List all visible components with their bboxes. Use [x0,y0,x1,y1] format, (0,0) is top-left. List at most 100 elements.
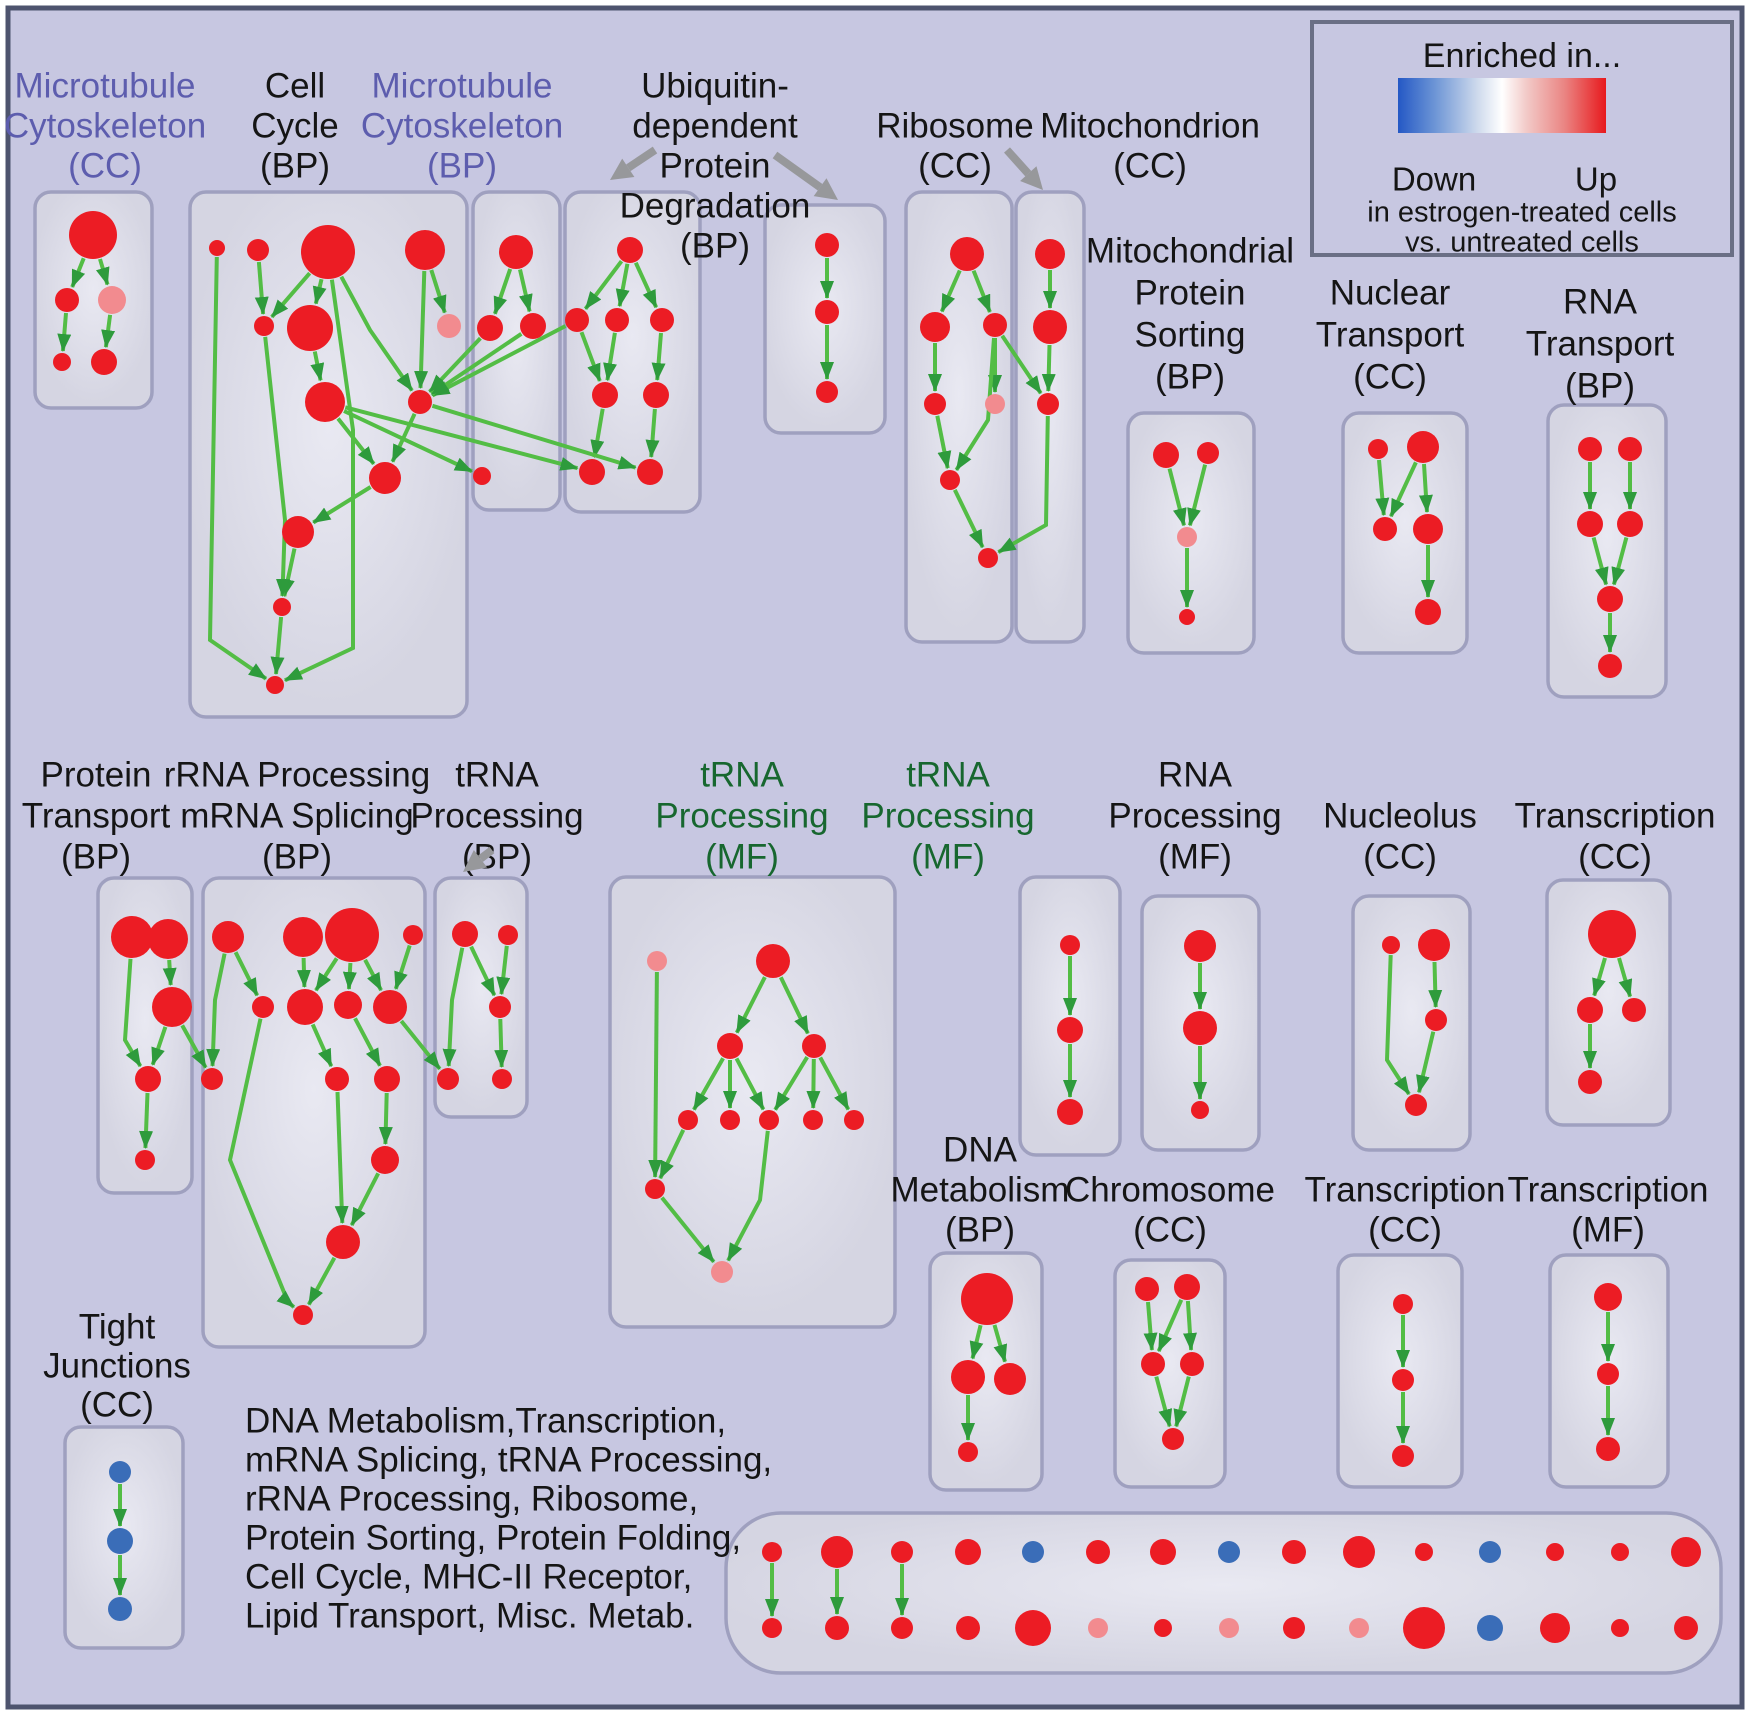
edge-s1-s3 [1167,468,1187,527]
edge-w1-wl [648,971,663,1178]
node-c4 [405,230,445,270]
cluster-label-line: Processing [410,796,583,835]
node-h1 [1135,1277,1159,1301]
node-mb11 [1403,1607,1445,1649]
edge-c2-c5 [254,261,269,315]
edge-c3-c13 [283,279,355,683]
node-mb13 [1540,1613,1570,1643]
node-g3 [325,908,379,962]
node-tc2 [1577,997,1603,1023]
node-w4 [802,1034,826,1058]
node-k2 [1597,1363,1619,1385]
edge-t1-t4 [442,947,465,1067]
node-v1 [815,233,839,257]
legend-gradient-bar [1398,78,1606,133]
edge-c10-c11 [312,485,372,525]
node-s4 [1179,609,1195,625]
edge-c4-c9 [414,270,429,389]
cluster-label-line: Cytoskeleton [4,106,206,145]
cluster-box-nuc_transport [1341,411,1469,655]
node-r7 [978,548,998,568]
node-c9 [408,390,432,414]
node-mt4 [955,1539,981,1565]
edge-mtcc1-mtcc3 [96,258,110,286]
legend-title: Enriched in... [1423,37,1621,75]
node-wl [645,1179,665,1199]
cluster-label-line: (BP) [945,1210,1015,1249]
edge-c8-mb_d [343,409,473,474]
node-r4 [924,393,946,415]
node-gbot [293,1305,313,1325]
edge-c8-u7 [344,405,579,471]
node-mb12 [1477,1615,1503,1641]
edge-r1-r3 [971,269,992,313]
cluster-box-trna_mf2 [1018,875,1122,1157]
cluster-label-line: Nucleolus [1323,796,1477,835]
node-n4 [1413,514,1443,544]
edge-r6-r7 [953,489,985,549]
cluster-label-line: Nuclear [1330,273,1451,312]
node-mb_a [499,235,533,269]
node-gl1 [325,1067,349,1091]
edge-c6-c8 [310,351,325,382]
node-x1 [1184,930,1216,962]
edge-g4-gm4 [393,944,412,990]
cluster-label-line: (BP) [427,146,497,185]
node-p1 [111,916,153,958]
node-mb6 [1088,1618,1108,1638]
node-wb5 [844,1110,864,1130]
cluster-label-line: Cell [265,66,325,105]
node-mt8 [1218,1541,1240,1563]
edge-c1-c13 [207,256,268,681]
edge-c3-c9 [339,275,414,392]
node-c1 [209,240,225,256]
node-c8 [305,382,345,422]
cluster-label-transcription_cc_r3: Transcription(CC) [1305,1170,1506,1249]
node-s3 [1177,527,1197,547]
legend-subtitle-2: vs. untreated cells [1405,227,1639,259]
edge-p2-p3 [162,959,177,986]
node-mb10 [1349,1618,1369,1638]
node-r2 [920,312,950,342]
node-u2 [565,308,589,332]
cluster-label-line: (CC) [1113,146,1187,185]
edge-wb3-wp [726,1130,770,1262]
node-b1 [109,1461,131,1483]
node-mb4 [956,1616,980,1640]
cluster-label-line: Tight [79,1307,156,1346]
annotation-text-line: Cell Cycle, MHC-II Receptor, [245,1557,692,1596]
cluster-label-line: tRNA [700,755,784,794]
node-d2 [951,1360,985,1394]
edge-q4-q5 [1611,536,1629,586]
cluster-label-line: (BP) [262,837,332,876]
node-c7 [437,314,461,338]
edge-s2-s3 [1187,464,1208,527]
node-q5 [1597,586,1623,612]
node-gm2 [287,989,323,1025]
cluster-label-line: Protein [1135,273,1246,312]
edge-mtcc3-mtcc5 [101,314,116,349]
cluster-label-line: Transcription [1305,1170,1506,1209]
cluster-box-trna_mf1 [608,875,897,1329]
cluster-label-line: Cytoskeleton [361,106,563,145]
edge-n2-n4 [1418,463,1433,513]
cluster-label-line: (MF) [1158,837,1232,876]
edge-r4-r6 [935,415,952,470]
cluster-label-line: (BP) [1155,357,1225,396]
node-mb5 [1015,1610,1051,1646]
node-gm3 [334,991,362,1019]
cluster-label-line: Ribosome [876,106,1034,145]
cluster-label-line: mRNA Splicing [180,796,413,835]
edge-g2-gm2 [296,957,311,988]
node-mb_c [520,313,546,339]
cluster-box-dna_metab [928,1251,1044,1492]
node-n5 [1415,599,1441,625]
node-u8 [637,459,663,485]
edge-gm1-gbot [227,1018,296,1309]
node-wb3 [759,1110,779,1130]
cluster-label-line: (CC) [1363,837,1437,876]
